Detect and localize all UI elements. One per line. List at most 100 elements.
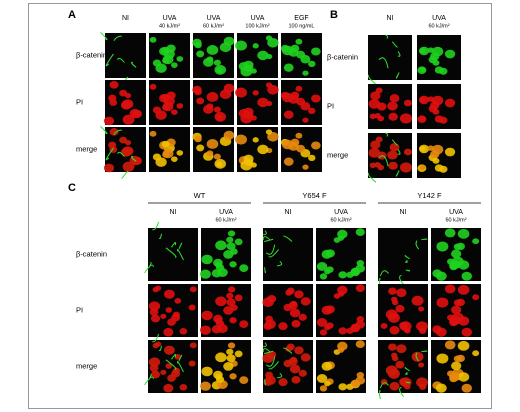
column-label: UVA <box>449 209 463 216</box>
micrograph <box>200 340 251 393</box>
membrane-stain <box>105 147 114 161</box>
micrograph <box>148 284 198 337</box>
nucleus <box>411 351 424 362</box>
panel-label: C <box>68 182 76 194</box>
nucleus <box>369 162 377 169</box>
membrane-stain <box>283 235 293 242</box>
nucleus <box>162 57 170 64</box>
row-label: β-catenin <box>76 249 107 258</box>
nucleus <box>226 242 236 251</box>
membrane-stain <box>268 249 280 258</box>
nucleus <box>321 305 333 315</box>
nucleus <box>234 238 243 246</box>
nucleus <box>235 40 247 51</box>
nucleus <box>171 62 178 68</box>
nucleus <box>235 87 247 98</box>
nucleus <box>388 287 397 295</box>
nucleus <box>194 135 202 143</box>
nucleus <box>449 260 460 270</box>
nucleus <box>262 297 274 307</box>
nucleus <box>300 353 311 362</box>
membrane-stain <box>265 356 276 367</box>
nucleus <box>265 35 273 41</box>
nucleus <box>419 327 427 335</box>
nucleus <box>399 321 412 332</box>
nucleus <box>435 327 447 337</box>
nucleus <box>296 144 306 153</box>
nucleus <box>148 301 161 311</box>
nucleus <box>291 375 301 384</box>
nucleus <box>206 92 219 102</box>
nucleus <box>374 162 381 168</box>
panel-label: B <box>330 9 338 21</box>
nucleus <box>321 361 333 371</box>
membrane-stain <box>399 386 405 398</box>
nucleus <box>108 94 117 102</box>
membrane-stain <box>385 132 389 137</box>
micrograph <box>192 127 235 172</box>
nucleus <box>227 230 236 237</box>
nucleus <box>389 325 400 335</box>
micrograph-background <box>105 33 146 78</box>
micrograph <box>378 284 428 337</box>
nucleus <box>296 97 306 106</box>
nucleus <box>163 327 174 337</box>
membrane-stain <box>277 372 283 379</box>
nucleus <box>148 357 161 367</box>
nucleus <box>215 296 227 307</box>
nucleus <box>472 294 480 301</box>
membrane-stain <box>404 255 410 260</box>
nucleus <box>160 313 167 319</box>
nucleus <box>265 82 273 88</box>
nucleus <box>396 344 407 354</box>
nucleus <box>213 106 221 113</box>
nucleus <box>302 164 309 170</box>
nucleus <box>245 158 254 166</box>
nucleus <box>234 350 243 358</box>
nucleus <box>302 70 309 76</box>
row-label: merge <box>76 144 97 153</box>
column-label: UVA <box>251 15 265 22</box>
nucleus <box>108 141 117 149</box>
micrograph <box>235 80 279 125</box>
nucleus <box>109 81 119 89</box>
nucleus <box>150 314 161 323</box>
nucleus <box>176 150 184 156</box>
nucleus <box>377 102 387 111</box>
membrane-stain <box>144 264 155 274</box>
nucleus <box>124 139 132 146</box>
nucleus <box>391 355 399 362</box>
column-dose: 60 kJ/m² <box>428 23 449 29</box>
micrograph <box>417 84 461 129</box>
nucleus <box>160 369 167 375</box>
membrane-stain <box>263 342 267 347</box>
membrane-stain <box>130 155 137 162</box>
membrane-stain <box>379 382 389 389</box>
micrograph <box>192 80 235 125</box>
nucleus <box>436 353 449 364</box>
nucleus <box>316 262 328 271</box>
column-label: NI <box>400 209 407 216</box>
micrograph <box>431 284 481 337</box>
nucleus <box>444 228 456 238</box>
nucleus <box>278 322 288 331</box>
nucleus <box>444 147 456 157</box>
membrane-stain <box>405 269 411 272</box>
nucleus <box>457 228 470 239</box>
nucleus <box>419 115 426 122</box>
nucleus <box>257 144 269 155</box>
nucleus <box>434 115 444 123</box>
membrane-stain <box>177 248 184 261</box>
membrane-stain <box>113 129 122 136</box>
nucleus <box>227 286 236 293</box>
membrane-stain <box>283 347 293 354</box>
membrane-stain <box>165 359 177 370</box>
micrograph-background <box>263 228 313 281</box>
membrane-stain <box>367 172 377 183</box>
micrograph <box>192 33 235 78</box>
nucleus <box>432 108 440 115</box>
membrane-stain <box>165 247 177 258</box>
row-label: β-catenin <box>327 52 358 61</box>
nucleus <box>308 107 316 115</box>
membrane-stain <box>405 381 411 384</box>
